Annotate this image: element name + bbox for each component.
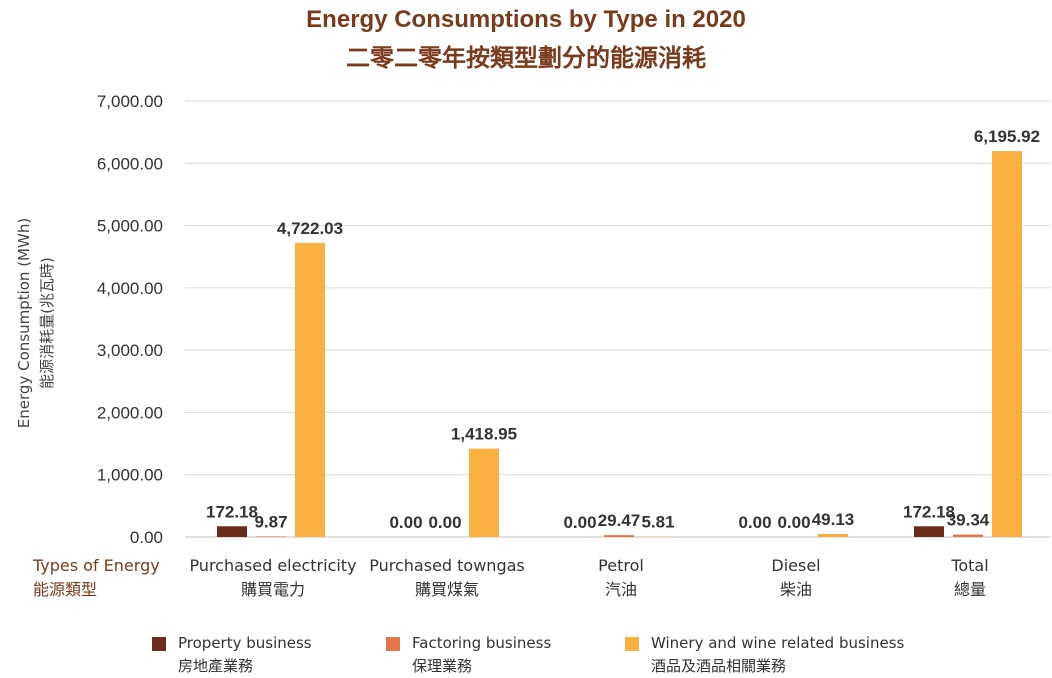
y-tick-label: 3,000.00 [97, 341, 163, 360]
x-category-label-en: Purchased towngas [369, 556, 524, 575]
y-tick-label: 4,000.00 [97, 279, 163, 298]
bar-factoring [604, 535, 634, 537]
legend-label-winery-en: Winery and wine related business [651, 634, 905, 652]
data-label-factoring: 9.87 [254, 512, 287, 531]
bar-winery [469, 448, 499, 537]
bar-winery [818, 533, 848, 537]
data-label-property: 172.18 [903, 502, 955, 521]
y-tick-label: 6,000.00 [97, 154, 163, 173]
bar-winery [992, 151, 1022, 537]
data-label-winery: 49.13 [812, 510, 855, 529]
data-label-property: 172.18 [206, 502, 258, 521]
bar-winery [295, 242, 325, 537]
legend-swatch-winery [625, 637, 639, 651]
x-category-label-zh: 購買電力 [241, 580, 305, 599]
data-label-winery: 5.81 [641, 513, 674, 532]
legend-label-winery-zh: 酒品及酒品相關業務 [651, 657, 787, 675]
y-axis-title-en: Energy Consumption (MWh) [15, 218, 33, 428]
x-category-label-zh: 柴油 [780, 580, 812, 599]
chart-title-en: Energy Consumptions by Type in 2020 [306, 6, 746, 33]
data-label-property: 0.00 [389, 513, 422, 532]
data-label-factoring: 29.47 [598, 511, 641, 530]
y-tick-label: 2,000.00 [97, 403, 163, 422]
legend-swatch-property [152, 637, 166, 651]
x-category-label-zh: 汽油 [605, 580, 637, 599]
data-label-factoring: 0.00 [777, 513, 810, 532]
data-label-winery: 4,722.03 [277, 219, 343, 238]
data-label-winery: 6,195.92 [974, 127, 1040, 146]
x-category-label-en: Purchased electricity [189, 556, 356, 575]
bar-property [914, 526, 944, 537]
y-tick-label: 5,000.00 [97, 217, 163, 236]
data-label-property: 0.00 [738, 513, 771, 532]
data-label-property: 0.00 [563, 513, 596, 532]
data-label-factoring: 0.00 [428, 513, 461, 532]
chart-title-zh: 二零二零年按類型劃分的能源消耗 [346, 44, 706, 72]
data-label-factoring: 39.34 [947, 511, 990, 530]
legend-label-factoring-en: Factoring business [412, 634, 552, 652]
y-tick-label: 1,000.00 [97, 466, 163, 485]
legend-label-property-en: Property business [178, 634, 312, 652]
y-tick-label: 7,000.00 [97, 92, 163, 111]
x-category-label-en: Diesel [771, 556, 820, 575]
data-label-winery: 1,418.95 [451, 425, 517, 444]
x-category-label-en: Total [950, 556, 988, 575]
legend-label-factoring-zh: 保理業務 [412, 657, 473, 675]
x-category-label-zh: 購買煤氣 [415, 580, 479, 599]
y-tick-label: 0.00 [130, 528, 163, 547]
x-axis-title-en: Types of Energy [32, 556, 160, 575]
x-category-label-en: Petrol [598, 556, 644, 575]
y-axis-title-zh: 能源消耗量(兆瓦時) [38, 257, 56, 389]
bar-property [217, 526, 247, 537]
bar-factoring [256, 536, 286, 537]
bar-factoring [953, 534, 983, 537]
legend-swatch-factoring [386, 637, 400, 651]
x-axis-title-zh: 能源類型 [33, 580, 97, 599]
x-category-label-zh: 總量 [954, 580, 986, 599]
bar-chart: 0.00 1,000.00 2,000.00 3,000.00 4,000.00 5,00… [15, 92, 1050, 599]
legend-label-property-zh: 房地產業務 [178, 657, 254, 675]
